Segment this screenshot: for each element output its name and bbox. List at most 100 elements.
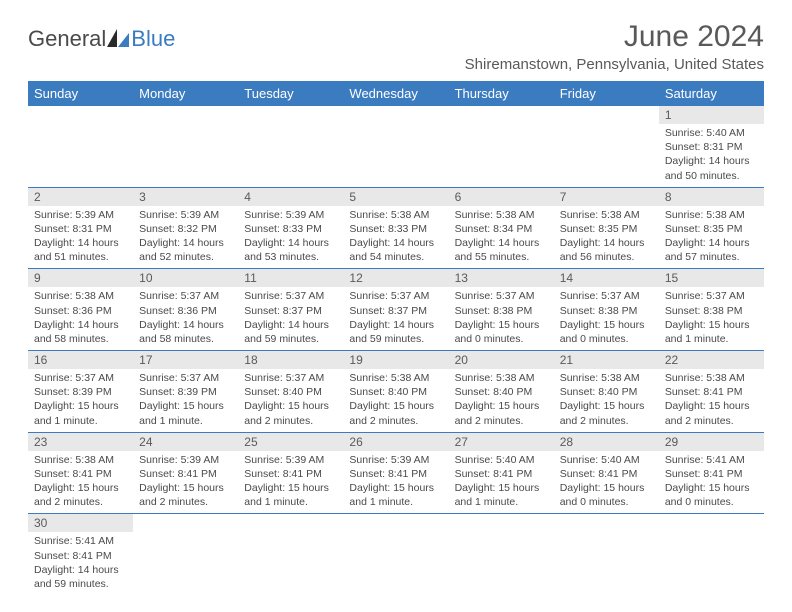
sunrise-text: Sunrise: 5:38 AM [349, 208, 442, 222]
sunrise-text: Sunrise: 5:37 AM [560, 289, 653, 303]
day-number: 1 [659, 106, 764, 124]
day-number [133, 106, 238, 110]
sunset-text: Sunset: 8:41 PM [244, 467, 337, 481]
daylight-text: Daylight: 15 hours and 1 minute. [349, 481, 442, 509]
day-number [449, 106, 554, 110]
day-number [238, 514, 343, 518]
day-number: 11 [238, 269, 343, 287]
calendar-cell: 20Sunrise: 5:38 AMSunset: 8:40 PMDayligh… [449, 351, 554, 433]
day-details: Sunrise: 5:39 AMSunset: 8:41 PMDaylight:… [343, 451, 448, 514]
sunrise-text: Sunrise: 5:40 AM [455, 453, 548, 467]
sunset-text: Sunset: 8:33 PM [349, 222, 442, 236]
day-number: 7 [554, 188, 659, 206]
sunset-text: Sunset: 8:32 PM [139, 222, 232, 236]
daylight-text: Daylight: 14 hours and 56 minutes. [560, 236, 653, 264]
daylight-text: Daylight: 14 hours and 51 minutes. [34, 236, 127, 264]
daylight-text: Daylight: 14 hours and 59 minutes. [349, 318, 442, 346]
daylight-text: Daylight: 15 hours and 2 minutes. [34, 481, 127, 509]
daylight-text: Daylight: 14 hours and 58 minutes. [139, 318, 232, 346]
weekday-header: Wednesday [343, 81, 448, 106]
daylight-text: Daylight: 14 hours and 58 minutes. [34, 318, 127, 346]
sunrise-text: Sunrise: 5:37 AM [244, 289, 337, 303]
day-number [554, 514, 659, 518]
sunset-text: Sunset: 8:41 PM [349, 467, 442, 481]
calendar-cell: 5Sunrise: 5:38 AMSunset: 8:33 PMDaylight… [343, 187, 448, 269]
daylight-text: Daylight: 15 hours and 2 minutes. [560, 399, 653, 427]
daylight-text: Daylight: 15 hours and 2 minutes. [665, 399, 758, 427]
sunrise-text: Sunrise: 5:39 AM [139, 453, 232, 467]
day-number: 10 [133, 269, 238, 287]
day-number: 19 [343, 351, 448, 369]
sunset-text: Sunset: 8:39 PM [34, 385, 127, 399]
day-number [28, 106, 133, 110]
daylight-text: Daylight: 15 hours and 2 minutes. [244, 399, 337, 427]
day-details: Sunrise: 5:37 AMSunset: 8:39 PMDaylight:… [28, 369, 133, 432]
logo-text-1: General [28, 26, 106, 52]
weekday-header: Monday [133, 81, 238, 106]
sunrise-text: Sunrise: 5:37 AM [244, 371, 337, 385]
calendar-cell: 1Sunrise: 5:40 AMSunset: 8:31 PMDaylight… [659, 106, 764, 187]
day-number [133, 514, 238, 518]
day-details: Sunrise: 5:38 AMSunset: 8:35 PMDaylight:… [659, 206, 764, 269]
day-number: 23 [28, 433, 133, 451]
calendar-cell: 13Sunrise: 5:37 AMSunset: 8:38 PMDayligh… [449, 269, 554, 351]
calendar-cell: 10Sunrise: 5:37 AMSunset: 8:36 PMDayligh… [133, 269, 238, 351]
day-number: 13 [449, 269, 554, 287]
daylight-text: Daylight: 15 hours and 1 minute. [455, 481, 548, 509]
sunrise-text: Sunrise: 5:39 AM [244, 453, 337, 467]
weekday-header: Saturday [659, 81, 764, 106]
sunset-text: Sunset: 8:40 PM [349, 385, 442, 399]
day-details: Sunrise: 5:41 AMSunset: 8:41 PMDaylight:… [659, 451, 764, 514]
day-number: 15 [659, 269, 764, 287]
daylight-text: Daylight: 14 hours and 57 minutes. [665, 236, 758, 264]
month-title: June 2024 [465, 20, 764, 54]
calendar-cell [28, 106, 133, 187]
logo: General Blue [28, 26, 175, 52]
calendar-row: 16Sunrise: 5:37 AMSunset: 8:39 PMDayligh… [28, 351, 764, 433]
sunrise-text: Sunrise: 5:39 AM [349, 453, 442, 467]
calendar: Sunday Monday Tuesday Wednesday Thursday… [28, 81, 764, 595]
day-number: 17 [133, 351, 238, 369]
day-details: Sunrise: 5:38 AMSunset: 8:33 PMDaylight:… [343, 206, 448, 269]
calendar-cell: 6Sunrise: 5:38 AMSunset: 8:34 PMDaylight… [449, 187, 554, 269]
sunset-text: Sunset: 8:37 PM [244, 304, 337, 318]
day-details: Sunrise: 5:38 AMSunset: 8:41 PMDaylight:… [659, 369, 764, 432]
day-details: Sunrise: 5:37 AMSunset: 8:39 PMDaylight:… [133, 369, 238, 432]
day-details: Sunrise: 5:40 AMSunset: 8:41 PMDaylight:… [554, 451, 659, 514]
day-number: 29 [659, 433, 764, 451]
calendar-cell: 30Sunrise: 5:41 AMSunset: 8:41 PMDayligh… [28, 514, 133, 595]
day-number [659, 514, 764, 518]
weekday-header: Sunday [28, 81, 133, 106]
day-number [343, 514, 448, 518]
sunrise-text: Sunrise: 5:37 AM [34, 371, 127, 385]
day-details: Sunrise: 5:37 AMSunset: 8:38 PMDaylight:… [554, 287, 659, 350]
calendar-cell [449, 106, 554, 187]
calendar-cell: 3Sunrise: 5:39 AMSunset: 8:32 PMDaylight… [133, 187, 238, 269]
day-number: 25 [238, 433, 343, 451]
calendar-cell: 15Sunrise: 5:37 AMSunset: 8:38 PMDayligh… [659, 269, 764, 351]
calendar-cell: 7Sunrise: 5:38 AMSunset: 8:35 PMDaylight… [554, 187, 659, 269]
daylight-text: Daylight: 15 hours and 2 minutes. [455, 399, 548, 427]
sunrise-text: Sunrise: 5:38 AM [665, 208, 758, 222]
calendar-cell: 29Sunrise: 5:41 AMSunset: 8:41 PMDayligh… [659, 432, 764, 514]
calendar-cell: 18Sunrise: 5:37 AMSunset: 8:40 PMDayligh… [238, 351, 343, 433]
day-number: 6 [449, 188, 554, 206]
daylight-text: Daylight: 15 hours and 0 minutes. [455, 318, 548, 346]
calendar-row: 9Sunrise: 5:38 AMSunset: 8:36 PMDaylight… [28, 269, 764, 351]
calendar-cell: 11Sunrise: 5:37 AMSunset: 8:37 PMDayligh… [238, 269, 343, 351]
calendar-cell: 28Sunrise: 5:40 AMSunset: 8:41 PMDayligh… [554, 432, 659, 514]
sunrise-text: Sunrise: 5:39 AM [34, 208, 127, 222]
day-number: 8 [659, 188, 764, 206]
sunrise-text: Sunrise: 5:38 AM [455, 371, 548, 385]
calendar-cell [238, 106, 343, 187]
calendar-cell: 21Sunrise: 5:38 AMSunset: 8:40 PMDayligh… [554, 351, 659, 433]
sunset-text: Sunset: 8:40 PM [560, 385, 653, 399]
sunrise-text: Sunrise: 5:39 AM [244, 208, 337, 222]
calendar-row: 2Sunrise: 5:39 AMSunset: 8:31 PMDaylight… [28, 187, 764, 269]
sunrise-text: Sunrise: 5:38 AM [34, 453, 127, 467]
calendar-cell [343, 514, 448, 595]
sunrise-text: Sunrise: 5:37 AM [139, 371, 232, 385]
calendar-cell [133, 106, 238, 187]
sunset-text: Sunset: 8:31 PM [665, 140, 758, 154]
calendar-cell: 9Sunrise: 5:38 AMSunset: 8:36 PMDaylight… [28, 269, 133, 351]
